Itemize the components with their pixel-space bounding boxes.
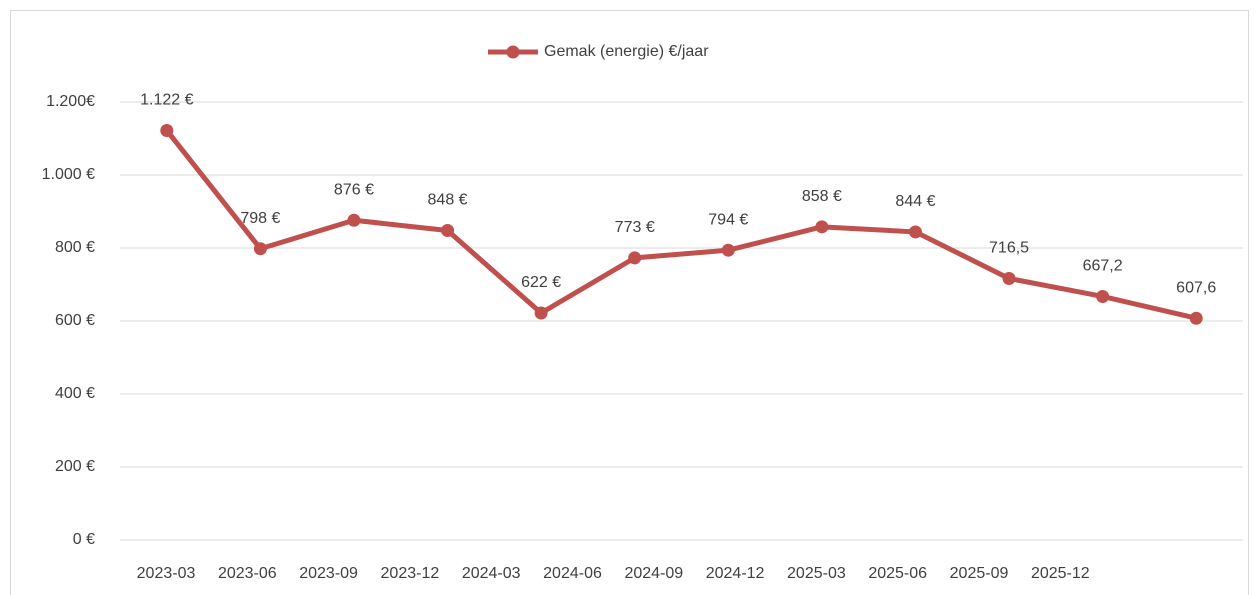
x-tick-label: 2024-03 bbox=[462, 565, 521, 582]
x-tick-label: 2024-12 bbox=[706, 565, 765, 582]
data-label: 848 € bbox=[428, 192, 468, 209]
data-point bbox=[160, 123, 174, 137]
x-tick-label: 2023-09 bbox=[299, 565, 358, 582]
legend-label: Gemak (energie) €/jaar bbox=[544, 43, 709, 60]
y-tick-label: 800 € bbox=[55, 239, 95, 256]
x-tick-label: 2024-09 bbox=[624, 565, 683, 582]
data-label: 858 € bbox=[802, 188, 842, 205]
x-tick-label: 2024-06 bbox=[543, 565, 602, 582]
data-label: 716,5 bbox=[989, 240, 1029, 257]
y-tick-label: 0 € bbox=[73, 531, 95, 548]
x-tick-label: 2025-03 bbox=[787, 565, 846, 582]
data-point bbox=[815, 220, 829, 234]
data-point bbox=[253, 242, 267, 256]
x-tick-label: 2023-06 bbox=[218, 565, 277, 582]
data-label: 876 € bbox=[334, 181, 374, 198]
x-tick-label: 2025-09 bbox=[950, 565, 1009, 582]
y-tick-label: 400 € bbox=[55, 385, 95, 402]
x-tick-label: 2023-12 bbox=[381, 565, 440, 582]
data-label: 667,2 bbox=[1083, 258, 1123, 275]
data-point bbox=[534, 306, 548, 320]
x-tick-label: 2023-03 bbox=[137, 565, 196, 582]
data-point bbox=[628, 251, 642, 265]
y-tick-label: 1.200€ bbox=[46, 93, 95, 110]
x-tick-label: 2025-06 bbox=[868, 565, 927, 582]
data-point bbox=[347, 213, 361, 227]
data-point bbox=[1096, 289, 1110, 303]
data-label: 607,6 bbox=[1176, 279, 1216, 296]
data-label: 773 € bbox=[615, 219, 655, 236]
chart-border bbox=[10, 10, 1249, 595]
data-label: 844 € bbox=[895, 193, 935, 210]
data-point bbox=[1189, 311, 1203, 325]
y-tick-label: 600 € bbox=[55, 312, 95, 329]
series-line bbox=[164, 128, 1197, 321]
data-label: 622 € bbox=[521, 274, 561, 291]
data-point bbox=[441, 223, 455, 237]
data-label: 798 € bbox=[240, 210, 280, 227]
data-point bbox=[908, 225, 922, 239]
data-point bbox=[1002, 271, 1016, 285]
data-label: 1.122 € bbox=[140, 92, 193, 109]
legend-marker bbox=[506, 45, 520, 59]
y-tick-label: 200 € bbox=[55, 458, 95, 475]
x-tick-label: 2025-12 bbox=[1031, 565, 1090, 582]
y-tick-label: 1.000 € bbox=[42, 166, 95, 183]
data-label: 794 € bbox=[708, 211, 748, 228]
data-point bbox=[721, 243, 735, 257]
